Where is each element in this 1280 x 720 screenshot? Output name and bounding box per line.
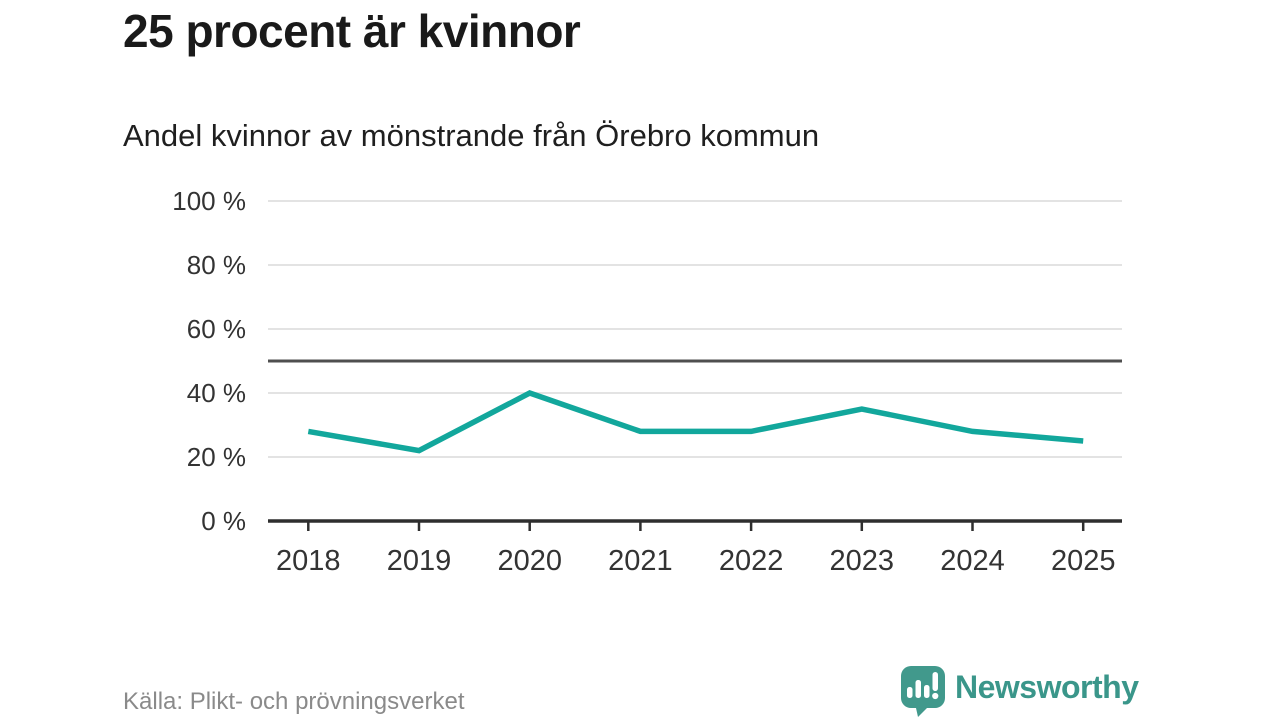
y-tick-label: 80 % [187, 250, 246, 280]
chart-subtitle: Andel kvinnor av mönstrande från Örebro … [123, 118, 820, 153]
y-tick-label: 0 % [201, 506, 246, 536]
x-tick-label: 2021 [608, 545, 673, 577]
x-tick-label: 2018 [276, 545, 341, 577]
newsworthy-wordmark: Newsworthy [955, 668, 1139, 705]
y-tick-label: 60 % [187, 314, 246, 344]
source-note: Källa: Plikt- och prövningsverket [123, 688, 465, 715]
newsworthy-logo: Newsworthy [897, 664, 1139, 718]
x-tick-label: 2024 [940, 545, 1005, 577]
x-tick-label: 2023 [830, 545, 895, 577]
x-tick-label: 2020 [497, 545, 562, 577]
data-line-andel-kvinnor [307, 390, 1084, 454]
newsworthy-logo-icon [901, 666, 945, 717]
y-tick-label: 100 % [172, 186, 246, 216]
x-tick-label: 2022 [719, 545, 784, 577]
x-tick-label: 2025 [1051, 545, 1116, 577]
y-tick-label: 40 % [187, 378, 246, 408]
x-tick-label: 2019 [387, 545, 452, 577]
chart-title: 25 procent är kvinnor [123, 5, 581, 57]
y-tick-label: 20 % [187, 442, 246, 472]
